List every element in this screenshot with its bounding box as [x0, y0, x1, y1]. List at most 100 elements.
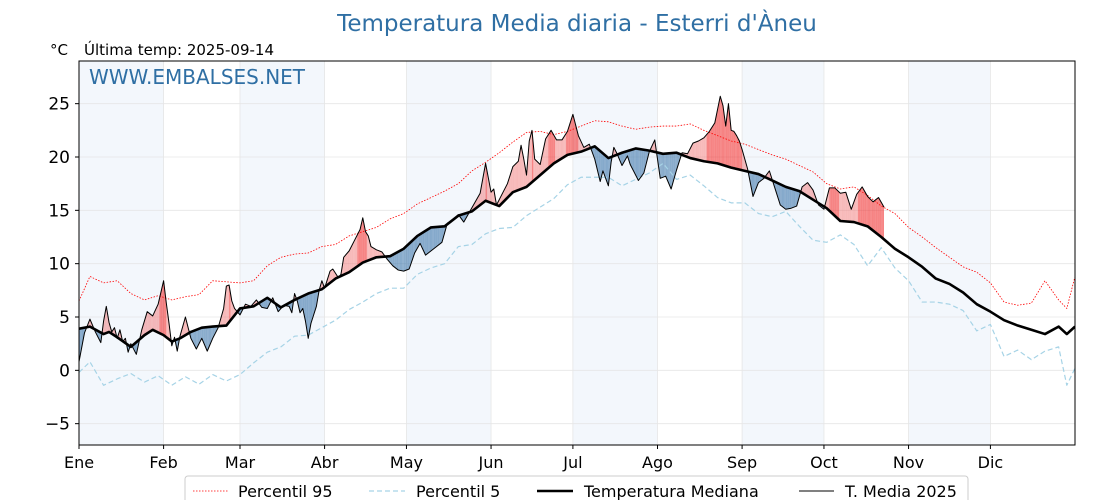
- fill-above-median: [833, 187, 835, 216]
- fill-above-median: [714, 116, 717, 164]
- fill-above-median: [556, 139, 558, 162]
- fill-above-median: [160, 286, 163, 335]
- fill-below-median: [203, 327, 205, 345]
- fill-above-median: [552, 132, 554, 165]
- fill-below-median: [436, 226, 438, 247]
- fill-above-median: [720, 96, 722, 165]
- fill-below-median: [265, 297, 268, 309]
- fill-below-median: [753, 172, 755, 197]
- fill-above-median: [737, 138, 740, 170]
- fill-above-median: [804, 183, 807, 196]
- fill-below-median: [437, 226, 440, 246]
- fill-below-median: [402, 248, 404, 272]
- fill-below-median: [778, 183, 781, 205]
- fill-above-median: [477, 195, 479, 208]
- fill-above-median: [478, 193, 481, 207]
- month-band: [79, 61, 164, 445]
- plot-frame: [78, 60, 1076, 446]
- fill-below-median: [793, 189, 796, 208]
- fill-below-median: [601, 152, 603, 177]
- fill-above-median: [706, 133, 708, 162]
- fill-above-median: [702, 137, 704, 162]
- fill-below-median: [196, 329, 198, 349]
- fill-below-median: [411, 239, 414, 261]
- fill-above-median: [147, 311, 149, 334]
- month-band: [406, 61, 492, 445]
- fill-below-median: [784, 186, 786, 210]
- fill-above-median: [530, 130, 532, 184]
- fill-above-median: [332, 269, 335, 281]
- fill-above-median: [692, 142, 695, 160]
- fill-below-median: [413, 238, 415, 257]
- fill-below-median: [199, 328, 201, 344]
- fill-above-median: [366, 233, 369, 261]
- fill-above-median: [510, 170, 512, 195]
- fill-above-median: [803, 184, 805, 195]
- fill-above-median: [840, 193, 842, 222]
- fill-above-median: [732, 130, 734, 169]
- fill-above-median: [154, 310, 156, 332]
- fill-below-median: [604, 154, 606, 179]
- fill-below-median: [780, 184, 782, 207]
- fill-above-median: [231, 301, 234, 319]
- fill-below-median: [677, 153, 680, 166]
- fill-above-median: [731, 130, 733, 168]
- x-axis-ticks: Ene Feb Mar Abr May Jun Jul Ago Sep Oct Nov Dic: [64, 445, 1003, 472]
- fill-above-median: [151, 314, 153, 331]
- fill-above-median: [546, 134, 549, 170]
- fill-above-median: [873, 200, 875, 232]
- fill-below-median: [416, 235, 418, 251]
- x-tick-label: Ago: [642, 453, 673, 472]
- fill-below-median: [197, 328, 200, 347]
- fill-below-median: [619, 153, 621, 163]
- fill-above-median: [350, 245, 352, 272]
- fill-below-median: [398, 250, 400, 271]
- fill-below-median: [634, 148, 636, 176]
- fill-above-median: [379, 250, 381, 258]
- fill-above-median: [551, 130, 553, 166]
- series-lines: [79, 95, 1075, 386]
- fill-above-median: [806, 182, 808, 197]
- fill-above-median: [223, 297, 225, 326]
- fill-above-median: [572, 114, 575, 154]
- fill-above-median: [566, 131, 568, 156]
- x-tick-label: Oct: [810, 453, 838, 472]
- fill-above-median: [504, 186, 507, 201]
- fill-below-median: [788, 187, 790, 209]
- fill-above-median: [145, 311, 148, 335]
- fill-above-median: [695, 141, 698, 160]
- fill-below-median: [405, 246, 407, 271]
- series-line-media-2025: [79, 95, 885, 362]
- fill-above-median: [156, 304, 159, 333]
- fill-below-median: [668, 153, 670, 186]
- fill-above-median: [484, 163, 486, 202]
- legend-label-p95: Percentil 95: [238, 482, 333, 500]
- y-tick-label: 5: [59, 308, 70, 328]
- fill-above-median: [227, 285, 230, 324]
- fill-above-median: [859, 188, 861, 225]
- series-line-percentil-5: [79, 162, 1075, 386]
- fill-below-median: [81, 327, 84, 348]
- fill-above-median: [864, 191, 867, 226]
- fill-below-median: [391, 254, 393, 266]
- fill-above-median: [346, 252, 348, 274]
- fill-below-median: [395, 252, 397, 269]
- fill-below-median: [204, 327, 206, 348]
- fill-above-median: [353, 240, 355, 270]
- fill-above-median: [863, 189, 865, 226]
- fill-below-median: [300, 296, 302, 313]
- fill-below-median: [205, 327, 208, 352]
- fill-above-median: [834, 187, 837, 218]
- fill-below-median: [787, 187, 789, 209]
- fill-above-median: [862, 186, 864, 226]
- fill-below-median: [301, 296, 303, 311]
- fill-below-median: [193, 330, 195, 347]
- fill-below-median: [602, 153, 605, 175]
- fill-below-median: [306, 293, 309, 339]
- fill-above-median: [578, 135, 580, 153]
- fill-above-median: [870, 199, 872, 230]
- fill-below-median: [440, 226, 442, 244]
- fill-above-median: [373, 248, 376, 259]
- fill-below-median: [755, 173, 758, 190]
